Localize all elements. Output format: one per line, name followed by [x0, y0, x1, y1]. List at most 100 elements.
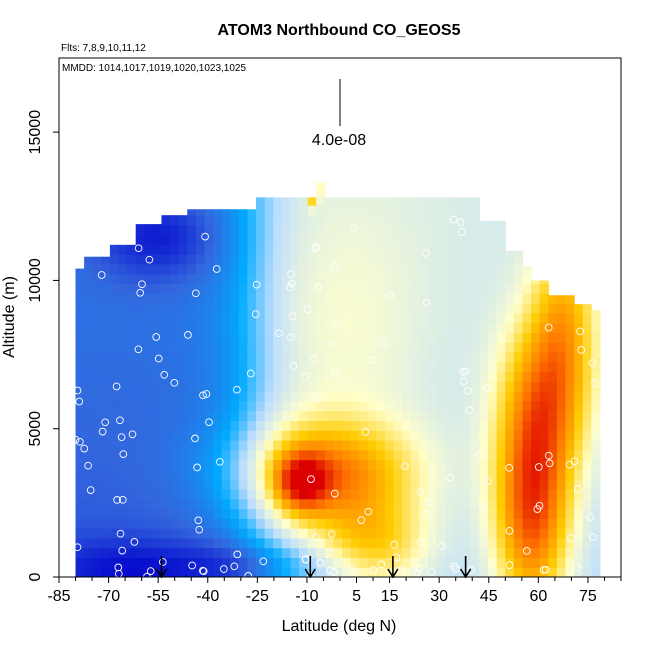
heatmap-cell [273, 488, 283, 500]
heatmap-cell [402, 244, 412, 255]
heatmap-cell [591, 439, 601, 451]
heatmap-cell [376, 557, 386, 568]
heatmap-cell [281, 283, 292, 294]
heatmap-cell [92, 469, 102, 480]
observation-point [251, 310, 260, 319]
heatmap-cell [273, 518, 283, 529]
heatmap-cell [384, 459, 395, 470]
heatmap-cell [496, 244, 506, 255]
heatmap-cell [410, 302, 420, 314]
heatmap-cell [341, 371, 352, 382]
heatmap-cell [170, 342, 180, 353]
heatmap-cell [333, 312, 343, 324]
heatmap-cell [436, 459, 446, 470]
heatmap-cell [324, 479, 334, 490]
heatmap-cell [144, 537, 154, 549]
heatmap-cell [264, 234, 274, 245]
heatmap-cell [170, 332, 180, 343]
heatmap-cell [367, 391, 377, 402]
heatmap-cell [333, 332, 343, 343]
heatmap-cell [84, 391, 94, 402]
heatmap-cell [341, 214, 352, 226]
heatmap-cell [221, 234, 231, 245]
heatmap-cell [92, 381, 102, 392]
heatmap-cell [324, 322, 334, 333]
heatmap-cell [333, 214, 343, 226]
heatmap-cell [238, 273, 249, 284]
heatmap-cell [436, 302, 446, 314]
heatmap-cell [548, 391, 558, 402]
heatmap-cell [427, 557, 438, 568]
heatmap-cell [359, 567, 369, 577]
heatmap-cell [299, 420, 309, 431]
heatmap-cell [376, 342, 386, 353]
heatmap-cell [436, 430, 446, 441]
heatmap-cell [178, 302, 188, 314]
heatmap-cell [333, 430, 343, 441]
heatmap-cell [427, 547, 438, 559]
heatmap-cell [341, 410, 352, 422]
heatmap-cell [453, 263, 463, 275]
heatmap-cell [462, 508, 472, 519]
heatmap-cell [419, 214, 429, 226]
heatmap-cell [238, 361, 249, 373]
heatmap-cell [178, 361, 188, 373]
heatmap-cell [341, 488, 352, 500]
heatmap-cell [359, 469, 369, 480]
heatmap-cell [161, 528, 171, 539]
heatmap-cell [316, 205, 326, 216]
heatmap-cell [436, 244, 446, 255]
heatmap-cell [324, 537, 334, 549]
heatmap-cell [281, 479, 292, 490]
heatmap-cell [213, 293, 223, 304]
heatmap-cell [419, 459, 429, 470]
heatmap-cell [350, 244, 360, 255]
heatmap-cell [290, 361, 300, 373]
heatmap-cell [307, 244, 317, 255]
observation-point [565, 460, 574, 469]
heatmap-cell [470, 430, 481, 441]
x-tick-label: -85 [47, 588, 70, 605]
heatmap-cell [238, 293, 249, 304]
heatmap-cell [367, 528, 377, 539]
heatmap-cell [505, 302, 515, 314]
heatmap-cell [84, 488, 94, 500]
heatmap-cell [281, 263, 292, 275]
heatmap-cell [496, 498, 506, 510]
heatmap-cell [436, 312, 446, 324]
heatmap-cell [109, 302, 120, 314]
heatmap-cell [513, 567, 524, 577]
heatmap-cell [539, 361, 549, 373]
heatmap-cell [213, 224, 223, 236]
heatmap-cell [144, 420, 154, 431]
heatmap-cell [488, 244, 498, 255]
heatmap-cell [187, 430, 197, 441]
heatmap-cell [402, 342, 412, 353]
heatmap-cell [230, 312, 240, 324]
heatmap-cell [350, 518, 360, 529]
heatmap-cell [316, 361, 326, 373]
heatmap-cell [264, 244, 274, 255]
heatmap-cell [299, 293, 309, 304]
heatmap-cell [410, 439, 420, 451]
heatmap-cell [479, 361, 489, 373]
heatmap-cell [281, 273, 292, 284]
heatmap-cell [479, 342, 489, 353]
heatmap-cell [548, 295, 558, 304]
heatmap-cell [479, 312, 489, 324]
heatmap-cell [230, 371, 240, 382]
x-tick-label: 30 [430, 588, 448, 605]
heatmap-cell [462, 205, 472, 216]
heatmap-cell [324, 361, 334, 373]
heatmap-cell [170, 234, 180, 245]
heatmap-cell [393, 420, 403, 431]
heatmap-cell [350, 273, 360, 284]
heatmap-cell [307, 439, 317, 451]
y-axis-label: Altitude (m) [1, 276, 18, 358]
heatmap-cell [367, 312, 377, 324]
heatmap-cell [376, 459, 386, 470]
heatmap-cell [350, 361, 360, 373]
heatmap-cell [496, 391, 506, 402]
heatmap-cell [582, 449, 592, 461]
heatmap-cell [376, 224, 386, 236]
